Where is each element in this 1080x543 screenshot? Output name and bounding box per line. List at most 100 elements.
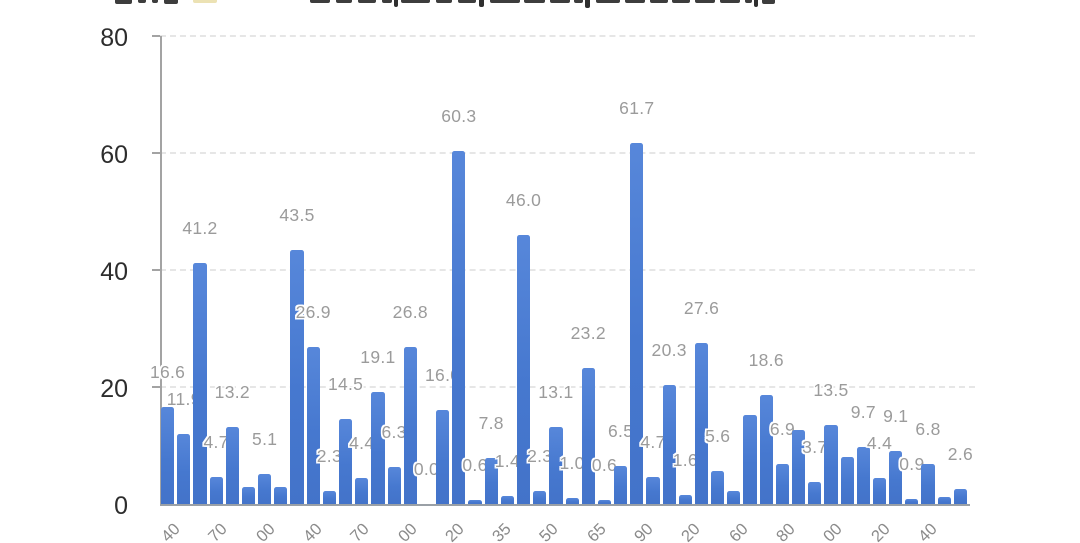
y-gridline bbox=[160, 386, 975, 388]
clipped-title-text-fragment bbox=[436, 0, 452, 3]
bar[interactable] bbox=[759, 395, 773, 504]
bar-value-label: 11.9 bbox=[166, 389, 201, 410]
clipped-title-text-fragment bbox=[336, 0, 352, 3]
bar-value-label: 3.7 bbox=[802, 437, 828, 458]
bar[interactable] bbox=[258, 474, 272, 504]
x-axis-tick-label: 20 bbox=[867, 520, 894, 543]
bar[interactable] bbox=[905, 498, 919, 504]
bar[interactable] bbox=[662, 385, 676, 504]
y-gridline bbox=[160, 269, 975, 271]
bar-value-label: 2.3 bbox=[527, 445, 553, 466]
bar[interactable] bbox=[500, 495, 514, 504]
bar[interactable] bbox=[290, 249, 304, 504]
bar[interactable] bbox=[856, 447, 870, 504]
bar[interactable] bbox=[678, 494, 692, 504]
clipped-title-text-fragment bbox=[625, 0, 645, 3]
bar[interactable] bbox=[565, 498, 579, 504]
bar-value-label: 2.3 bbox=[316, 445, 342, 466]
bar-value-label: 1.0 bbox=[559, 453, 585, 474]
y-axis-tick-label: 0 bbox=[114, 492, 128, 520]
clipped-title-text-fragment bbox=[164, 0, 178, 4]
bar[interactable] bbox=[646, 476, 660, 504]
bar[interactable] bbox=[177, 434, 191, 504]
bar-value-label: 26.9 bbox=[295, 301, 331, 322]
bar[interactable] bbox=[581, 368, 595, 504]
bar-value-label: 2.6 bbox=[947, 443, 974, 464]
bar-value-label: 20.3 bbox=[651, 340, 687, 361]
bar[interactable] bbox=[937, 496, 951, 504]
bar[interactable] bbox=[193, 262, 207, 504]
bar-value-label: 46.0 bbox=[505, 189, 542, 210]
clipped-title-text-fragment bbox=[762, 0, 775, 4]
x-axis-tick-label: 40 bbox=[914, 520, 941, 543]
bar[interactable] bbox=[484, 458, 498, 504]
bar-value-label: 60.3 bbox=[441, 106, 477, 127]
bar-value-label: 13.2 bbox=[214, 381, 250, 402]
bar[interactable] bbox=[921, 464, 935, 504]
bar[interactable] bbox=[549, 427, 563, 504]
x-axis-tick-label: 40 bbox=[299, 520, 326, 543]
bar[interactable] bbox=[274, 487, 288, 504]
bar-value-label: 16.6 bbox=[149, 361, 186, 382]
bar[interactable] bbox=[436, 410, 450, 504]
bar[interactable] bbox=[338, 419, 353, 504]
bar[interactable] bbox=[371, 392, 385, 504]
bar[interactable] bbox=[630, 143, 644, 504]
clipped-title-text-fragment bbox=[574, 0, 583, 3]
bar-value-label: 0.6 bbox=[462, 455, 488, 476]
bar-value-label: 13.5 bbox=[813, 380, 849, 401]
bar-value-label: 0.6 bbox=[591, 455, 618, 476]
bar[interactable] bbox=[727, 490, 741, 504]
bar[interactable] bbox=[387, 467, 401, 504]
bar[interactable] bbox=[743, 415, 757, 504]
bar[interactable] bbox=[468, 500, 482, 504]
bar[interactable] bbox=[403, 347, 417, 504]
bar[interactable] bbox=[840, 457, 854, 504]
y-axis-tick-label: 80 bbox=[100, 24, 128, 52]
bar[interactable] bbox=[533, 490, 547, 504]
bar-value-label: 1.6 bbox=[672, 449, 698, 470]
bar-value-label: 9.7 bbox=[850, 402, 876, 423]
bar[interactable] bbox=[775, 463, 790, 504]
bar-value-label: 27.6 bbox=[683, 297, 720, 318]
bar[interactable] bbox=[711, 471, 725, 504]
bar[interactable] bbox=[161, 406, 175, 504]
y-axis-tick-label: 40 bbox=[100, 258, 128, 286]
clipped-title-text-fragment bbox=[458, 0, 476, 3]
clipped-title-text-fragment bbox=[550, 0, 570, 3]
bar[interactable] bbox=[614, 465, 628, 504]
bar[interactable] bbox=[953, 488, 967, 504]
bar[interactable] bbox=[306, 346, 320, 504]
bar[interactable] bbox=[824, 425, 838, 504]
bar[interactable] bbox=[889, 450, 903, 504]
bar[interactable] bbox=[209, 476, 223, 504]
x-axis-tick-label: 90 bbox=[631, 520, 657, 543]
bar[interactable] bbox=[694, 342, 709, 504]
clipped-title-text-fragment bbox=[382, 0, 392, 3]
bar[interactable] bbox=[808, 482, 822, 504]
bar[interactable] bbox=[597, 500, 612, 504]
bar-value-label: 14.5 bbox=[327, 374, 364, 395]
x-axis-tick-label: 00 bbox=[394, 520, 421, 543]
bar[interactable] bbox=[355, 478, 369, 504]
bar[interactable] bbox=[872, 478, 887, 504]
bar-value-label: 6.9 bbox=[769, 418, 796, 439]
bar-value-label: 19.1 bbox=[360, 347, 396, 368]
bar[interactable] bbox=[241, 487, 256, 504]
x-axis-tick-label: 40 bbox=[158, 520, 184, 543]
bar[interactable] bbox=[225, 426, 239, 504]
clipped-title-text-fragment bbox=[358, 0, 376, 3]
x-axis-tick-label: 00 bbox=[252, 520, 279, 543]
clipped-title-text-fragment bbox=[524, 0, 545, 3]
bar-value-label: 9.1 bbox=[883, 405, 909, 426]
bar-value-label: 4.4 bbox=[349, 433, 375, 454]
bar-value-label: 6.8 bbox=[915, 419, 941, 440]
bar[interactable] bbox=[322, 490, 336, 504]
bar[interactable] bbox=[452, 151, 466, 504]
bar[interactable] bbox=[792, 430, 806, 504]
bar[interactable] bbox=[516, 234, 531, 504]
x-axis-tick-label: 00 bbox=[820, 520, 846, 543]
x-axis-tick-label: 60 bbox=[725, 520, 752, 543]
clipped-title-text-fragment bbox=[479, 0, 484, 7]
